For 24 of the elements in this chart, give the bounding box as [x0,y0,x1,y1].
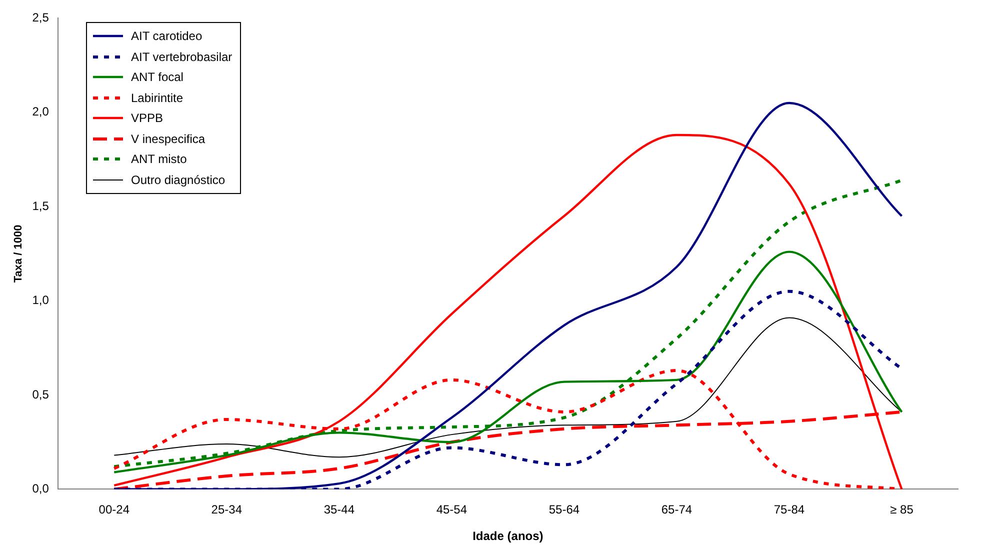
legend-label: AIT carotideo [131,29,202,44]
y-tick-label: 0,5 [32,387,50,402]
y-tick-label: 2,5 [32,10,50,25]
x-tick-label: 35-44 [324,502,355,517]
legend-label: V inespecifica [131,132,206,146]
legend-label: ANT focal [131,70,184,84]
x-tick-label: 00-24 [98,502,130,517]
y-tick-label: 1,0 [32,293,50,308]
x-tick-label: 25-34 [211,502,242,517]
x-tick-label: ≥ 85 [890,502,914,517]
y-axis-title: Taxa / 1000 [12,224,25,283]
legend-label: Outro diagnóstico [131,172,226,187]
x-axis-title: Idade (anos) [472,529,544,544]
y-tick-label: 1,5 [32,198,50,213]
y-tick-label: 2,0 [32,104,50,119]
x-tick-label: 65-74 [661,502,692,517]
legend-label: Labirintite [131,90,184,105]
legend-label: ANT misto [131,152,187,166]
x-tick-label: 45-54 [436,502,468,517]
legend-label: VPPB [131,111,164,126]
x-tick-label: 75-84 [774,502,805,517]
y-tick-label: 0,0 [32,482,50,496]
legend-label: AIT vertebrobasilar [131,50,232,64]
x-tick-label: 55-64 [548,502,580,517]
